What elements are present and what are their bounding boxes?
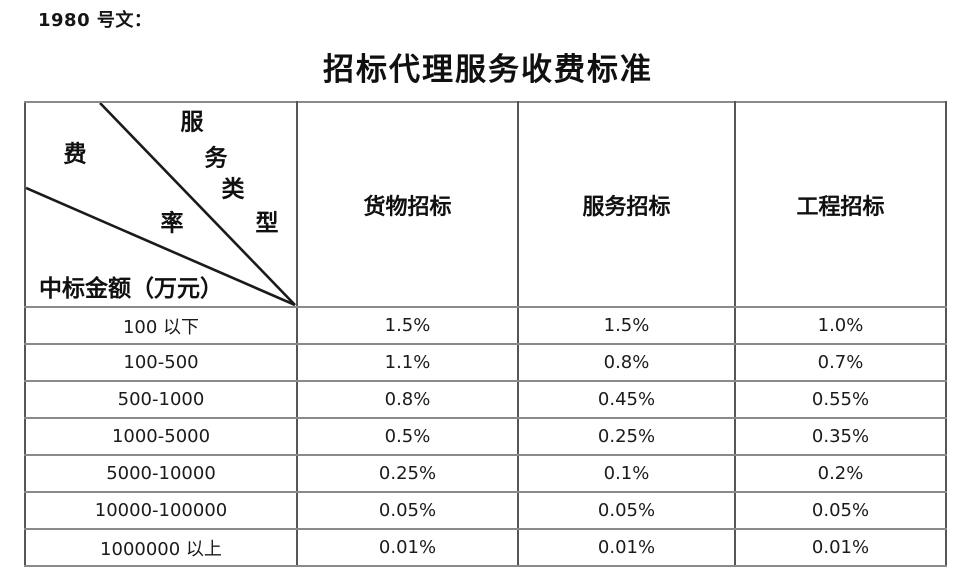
- rate-cell: 1.5%: [517, 306, 736, 345]
- diag-label-char-1: 服: [180, 109, 204, 135]
- column-header-goods: 货物招标: [296, 101, 519, 308]
- rate-cell: 0.01%: [296, 528, 519, 567]
- rate-cell: 1.5%: [296, 306, 519, 345]
- rate-cell: 0.01%: [734, 528, 947, 567]
- amount-range-cell: 10000-100000: [24, 491, 298, 530]
- column-header-engineering: 工程招标: [734, 101, 947, 308]
- table-row: 10000-100000 0.05% 0.05% 0.05%: [24, 491, 947, 530]
- rate-cell: 0.25%: [296, 454, 519, 493]
- rate-cell: 0.8%: [296, 380, 519, 419]
- doc-number: 1980 号文：: [38, 10, 153, 31]
- rate-cell: 0.05%: [517, 491, 736, 530]
- rate-cell: 0.05%: [734, 491, 947, 530]
- table-row: 1000-5000 0.5% 0.25% 0.35%: [24, 417, 947, 456]
- rate-cell: 0.05%: [296, 491, 519, 530]
- page-title: 招标代理服务收费标准: [323, 52, 653, 87]
- rate-cell: 0.35%: [734, 417, 947, 456]
- rate-cell: 0.01%: [517, 528, 736, 567]
- row-axis-label: 中标金额（万元）: [39, 276, 223, 301]
- amount-range-cell: 500-1000: [24, 380, 298, 419]
- diagonal-line-upper: [99, 104, 295, 305]
- rate-cell: 1.1%: [296, 343, 519, 382]
- rate-cell: 0.2%: [734, 454, 947, 493]
- rate-cell: 1.0%: [734, 306, 947, 345]
- diag-label-char-3: 类: [221, 176, 245, 202]
- amount-range-cell: 1000000 以上: [24, 528, 298, 567]
- diag-label-char-4: 型: [255, 210, 279, 236]
- table-row: 100 以下 1.5% 1.5% 1.0%: [24, 306, 947, 345]
- rate-cell: 0.55%: [734, 380, 947, 419]
- rate-cell: 0.5%: [296, 417, 519, 456]
- amount-range-cell: 1000-5000: [24, 417, 298, 456]
- rate-cell: 0.8%: [517, 343, 736, 382]
- fee-table-body: 100 以下 1.5% 1.5% 1.0% 100-500 1.1% 0.8% 0.7% 500…: [24, 306, 947, 567]
- diagonal-line-lower: [27, 187, 295, 305]
- table-row: 5000-10000 0.25% 0.1% 0.2%: [24, 454, 947, 493]
- amount-range-cell: 100-500: [24, 343, 298, 382]
- rate-cell: 0.7%: [734, 343, 947, 382]
- table-row: 100-500 1.1% 0.8% 0.7%: [24, 343, 947, 382]
- diagonal-divider-lines: [27, 104, 295, 305]
- fee-label-char-2: 率: [160, 210, 184, 236]
- rate-cell: 0.45%: [517, 380, 736, 419]
- amount-range-cell: 100 以下: [24, 306, 298, 345]
- amount-range-cell: 5000-10000: [24, 454, 298, 493]
- rate-cell: 0.25%: [517, 417, 736, 456]
- rate-cell: 0.1%: [517, 454, 736, 493]
- table-row: 500-1000 0.8% 0.45% 0.55%: [24, 380, 947, 419]
- header-row: 服 务 类 型 费 率 中标金额（万元） 货物招标 服务招标 工程招标: [24, 101, 947, 308]
- fee-table: 服 务 类 型 费 率 中标金额（万元） 货物招标 服务招标 工程招标 100 …: [24, 101, 947, 567]
- diag-label-char-2: 务: [204, 145, 228, 171]
- corner-header-cell: 服 务 类 型 费 率 中标金额（万元）: [24, 101, 298, 308]
- fee-label-char-1: 费: [63, 141, 87, 167]
- table-row: 1000000 以上 0.01% 0.01% 0.01%: [24, 528, 947, 567]
- column-header-services: 服务招标: [517, 101, 736, 308]
